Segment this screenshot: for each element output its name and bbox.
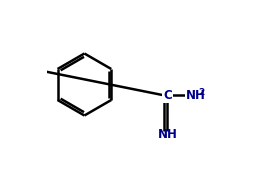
Text: NH: NH: [186, 89, 206, 102]
Text: C: C: [163, 89, 172, 102]
Text: 2: 2: [198, 88, 204, 96]
Text: NH: NH: [158, 128, 178, 141]
